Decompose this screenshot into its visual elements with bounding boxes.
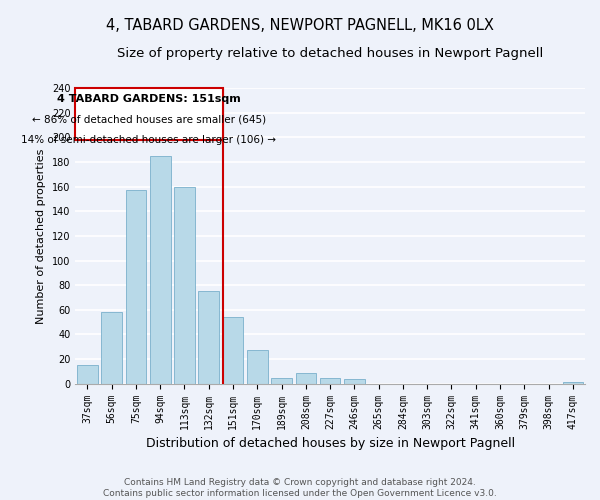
Text: Contains HM Land Registry data © Crown copyright and database right 2024.
Contai: Contains HM Land Registry data © Crown c… <box>103 478 497 498</box>
Text: 4 TABARD GARDENS: 151sqm: 4 TABARD GARDENS: 151sqm <box>57 94 241 104</box>
Bar <box>247 350 268 384</box>
Text: ← 86% of detached houses are smaller (645): ← 86% of detached houses are smaller (64… <box>32 114 266 124</box>
Title: Size of property relative to detached houses in Newport Pagnell: Size of property relative to detached ho… <box>117 48 543 60</box>
Bar <box>320 378 340 384</box>
X-axis label: Distribution of detached houses by size in Newport Pagnell: Distribution of detached houses by size … <box>146 437 515 450</box>
Text: 14% of semi-detached houses are larger (106) →: 14% of semi-detached houses are larger (… <box>22 136 277 145</box>
Text: 4, TABARD GARDENS, NEWPORT PAGNELL, MK16 0LX: 4, TABARD GARDENS, NEWPORT PAGNELL, MK16… <box>106 18 494 32</box>
Bar <box>199 292 219 384</box>
Bar <box>296 372 316 384</box>
Bar <box>223 317 244 384</box>
Bar <box>174 186 195 384</box>
Bar <box>563 382 583 384</box>
Y-axis label: Number of detached properties: Number of detached properties <box>36 148 46 324</box>
Bar <box>101 312 122 384</box>
FancyBboxPatch shape <box>75 88 223 140</box>
Bar <box>344 379 365 384</box>
Bar <box>271 378 292 384</box>
Bar <box>150 156 170 384</box>
Bar <box>125 190 146 384</box>
Bar <box>77 365 98 384</box>
